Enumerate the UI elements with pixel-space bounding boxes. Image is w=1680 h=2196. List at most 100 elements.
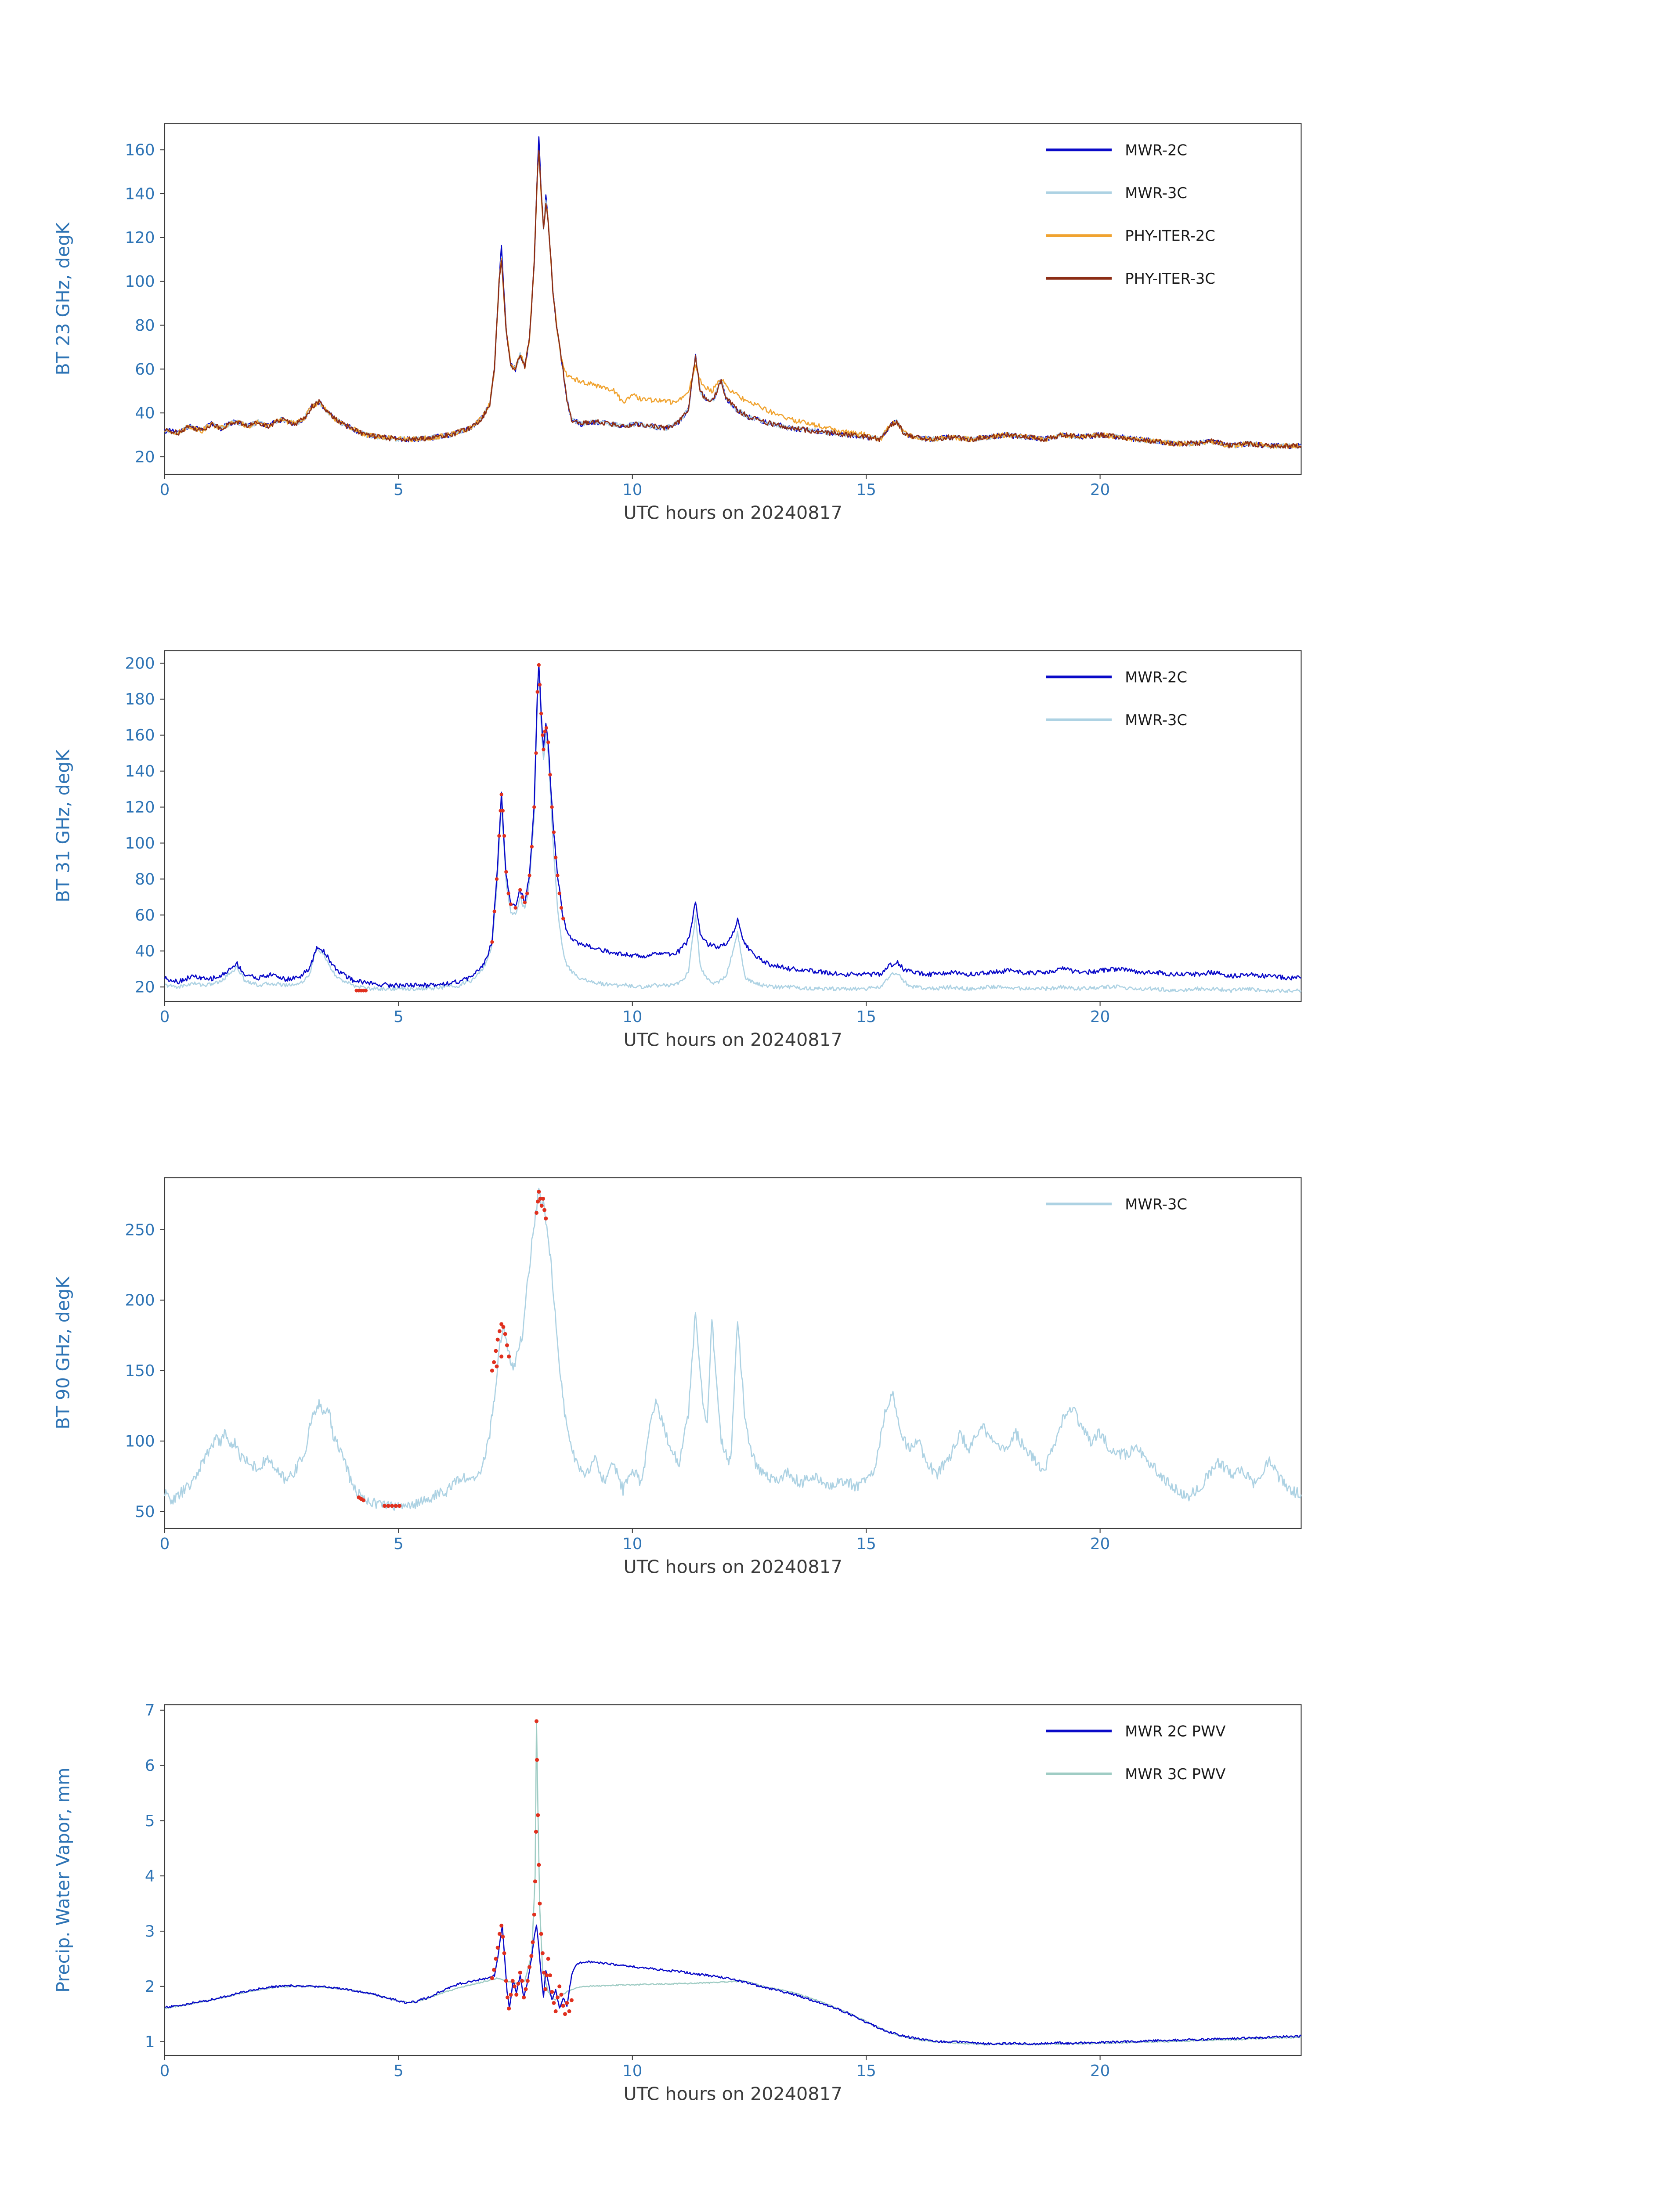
flagged-point	[497, 1329, 502, 1333]
y-tick-label: 120	[125, 229, 155, 247]
flagged-point	[529, 1954, 534, 1958]
flagged-point	[522, 1995, 526, 2000]
flagged-point	[548, 1973, 552, 1978]
legend-label: MWR-3C	[1125, 1196, 1187, 1213]
x-tick-label: 20	[1090, 2062, 1110, 2080]
flagged-point	[533, 1879, 537, 1884]
x-axis-label: UTC hours on 20240817	[624, 502, 842, 523]
x-tick-label: 10	[622, 2062, 642, 2080]
x-tick-label: 15	[856, 1008, 876, 1026]
x-tick-label: 5	[394, 1535, 404, 1553]
flagged-point	[520, 895, 524, 899]
flagged-point	[495, 1946, 500, 1950]
flagged-point	[538, 1196, 542, 1201]
flagged-point	[502, 1951, 506, 1955]
chart-precip-water-vapor: 0 5 10 15 20 1 2 3 4 5 6 7 UTC hours on 20240817 Prec…	[0, 1581, 1680, 2108]
flagged-point	[499, 792, 503, 797]
flagged-point	[565, 2001, 569, 2005]
flagged-point	[548, 773, 552, 777]
flagged-point	[524, 1987, 528, 1991]
y-tick-label: 150	[125, 1362, 155, 1380]
chart-bt-90ghz-canvas: 0 5 10 15 20 50 100 150 200 250 UTC hours on 20240…	[0, 1054, 1680, 1581]
y-tick-label: 100	[125, 1432, 155, 1450]
y-tick-label: 60	[135, 361, 155, 379]
y-tick-label: 140	[125, 185, 155, 203]
flagged-point	[501, 1325, 506, 1329]
flagged-point	[507, 2006, 511, 2011]
legend-label: PHY-ITER-2C	[1125, 227, 1215, 244]
flagged-point	[492, 1360, 496, 1364]
flagged-point	[394, 1504, 398, 1508]
legend-label: PHY-ITER-3C	[1125, 270, 1215, 287]
flagged-point	[541, 1196, 545, 1201]
flagged-point	[512, 1984, 517, 1989]
y-tick-label: 100	[125, 834, 155, 852]
flagged-point	[506, 892, 510, 896]
flagged-point	[497, 1932, 502, 1936]
x-tick-label: 15	[856, 481, 876, 499]
x-tick-label: 15	[856, 1535, 876, 1553]
flagged-point	[538, 683, 542, 687]
y-tick-label: 160	[125, 141, 155, 159]
y-tick-label: 6	[145, 1757, 155, 1775]
y-tick-label: 20	[135, 979, 155, 997]
flagged-point	[518, 888, 522, 892]
series-PHY-ITER-3C	[164, 150, 1302, 449]
flagged-point	[546, 1957, 550, 1961]
x-tick-label: 5	[394, 2062, 404, 2080]
flagged-point	[537, 1863, 541, 1867]
flagged-point	[550, 1990, 554, 1994]
flagged-point	[543, 1987, 548, 1991]
flagged-point	[505, 1343, 509, 1347]
flagged-point	[554, 856, 558, 860]
x-tick-label: 10	[622, 481, 642, 499]
flagged-point	[504, 870, 508, 874]
flagged-point	[532, 805, 536, 809]
flagged-point	[495, 877, 499, 881]
flagged-point	[536, 1199, 540, 1204]
chart-bt-23ghz-canvas: 0 5 10 15 20 20 40 60 80 100 120 140 160 UTC hours on…	[0, 0, 1680, 527]
flagged-point	[550, 805, 554, 809]
legend-label: MWR-2C	[1125, 668, 1187, 686]
flagged-point	[535, 1758, 539, 1762]
chart-precip-water-vapor-canvas: 0 5 10 15 20 1 2 3 4 5 6 7 UTC hours on 20240817 Prec…	[0, 1581, 1680, 2108]
flagged-point	[501, 809, 505, 813]
flagged-point	[542, 1970, 546, 1975]
flagged-point	[386, 1504, 390, 1508]
flagged-point	[538, 1901, 542, 1906]
y-tick-label: 180	[125, 690, 155, 708]
y-tick-label: 120	[125, 798, 155, 816]
flagged-point	[556, 874, 560, 878]
y-axis-label: Precip. Water Vapor, mm	[53, 1767, 74, 1992]
flagged-point	[361, 1498, 366, 1503]
flagged-point	[536, 1813, 540, 1817]
series-MWR-2C	[164, 664, 1301, 988]
flagged-point	[504, 1979, 508, 1983]
y-axis-label: BT 23 GHz, degK	[53, 222, 74, 376]
y-tick-label: 2	[145, 1978, 155, 1996]
flagged-point	[509, 902, 513, 906]
x-tick-label: 0	[160, 481, 170, 499]
flagged-point	[499, 1923, 504, 1928]
flagged-point	[537, 663, 541, 667]
flagged-point	[506, 1995, 510, 2000]
flagged-point	[492, 910, 496, 914]
flagged-point	[555, 1995, 560, 2000]
flagged-point	[382, 1504, 387, 1508]
flagged-point	[516, 1981, 520, 1986]
flagged-point	[507, 1354, 511, 1359]
flagged-point	[497, 834, 501, 838]
flagged-point	[513, 906, 517, 910]
x-axis-label: UTC hours on 20240817	[624, 1556, 842, 1577]
flagged-point	[544, 1216, 548, 1221]
x-tick-label: 5	[394, 481, 404, 499]
y-axis-label: BT 90 GHz, degK	[53, 1276, 74, 1430]
flagged-point	[541, 733, 545, 737]
flagged-point	[534, 1830, 538, 1834]
chart-bt-31ghz: 0 5 10 15 20 20 40 60 80 100 120 140 160 180 200 UTC ho…	[0, 527, 1680, 1054]
legend-label: MWR-2C	[1125, 141, 1187, 159]
flagged-point	[490, 940, 494, 944]
y-tick-label: 100	[125, 273, 155, 291]
flagged-point	[559, 906, 564, 910]
flagged-point	[530, 845, 534, 849]
